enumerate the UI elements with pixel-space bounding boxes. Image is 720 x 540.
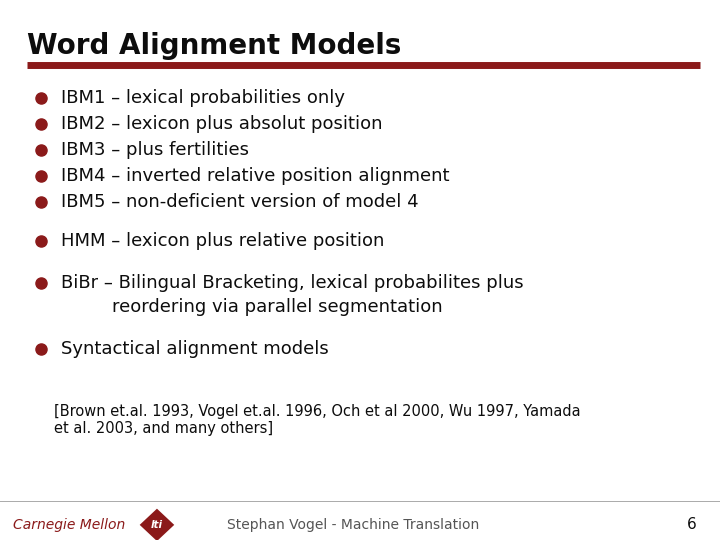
Text: IBM5 – non-deficient version of model 4: IBM5 – non-deficient version of model 4: [61, 193, 419, 211]
Text: IBM4 – inverted relative position alignment: IBM4 – inverted relative position alignm…: [61, 167, 450, 185]
Text: Stephan Vogel - Machine Translation: Stephan Vogel - Machine Translation: [227, 518, 479, 532]
Text: IBM3 – plus fertilities: IBM3 – plus fertilities: [61, 141, 249, 159]
Text: reordering via parallel segmentation: reordering via parallel segmentation: [112, 298, 442, 316]
Text: IBM1 – lexical probabilities only: IBM1 – lexical probabilities only: [61, 89, 345, 107]
Text: lti: lti: [151, 520, 163, 530]
Text: IBM2 – lexicon plus absolut position: IBM2 – lexicon plus absolut position: [61, 115, 383, 133]
Text: HMM – lexicon plus relative position: HMM – lexicon plus relative position: [61, 232, 384, 250]
Text: [Brown et.al. 1993, Vogel et.al. 1996, Och et al 2000, Wu 1997, Yamada
et al. 20: [Brown et.al. 1993, Vogel et.al. 1996, O…: [54, 404, 580, 436]
Text: 6: 6: [687, 517, 697, 532]
Text: Syntactical alignment models: Syntactical alignment models: [61, 340, 329, 358]
Polygon shape: [140, 509, 174, 540]
Text: Carnegie Mellon: Carnegie Mellon: [13, 518, 125, 532]
Text: Word Alignment Models: Word Alignment Models: [27, 32, 402, 60]
Text: BiBr – Bilingual Bracketing, lexical probabilites plus: BiBr – Bilingual Bracketing, lexical pro…: [61, 274, 524, 292]
